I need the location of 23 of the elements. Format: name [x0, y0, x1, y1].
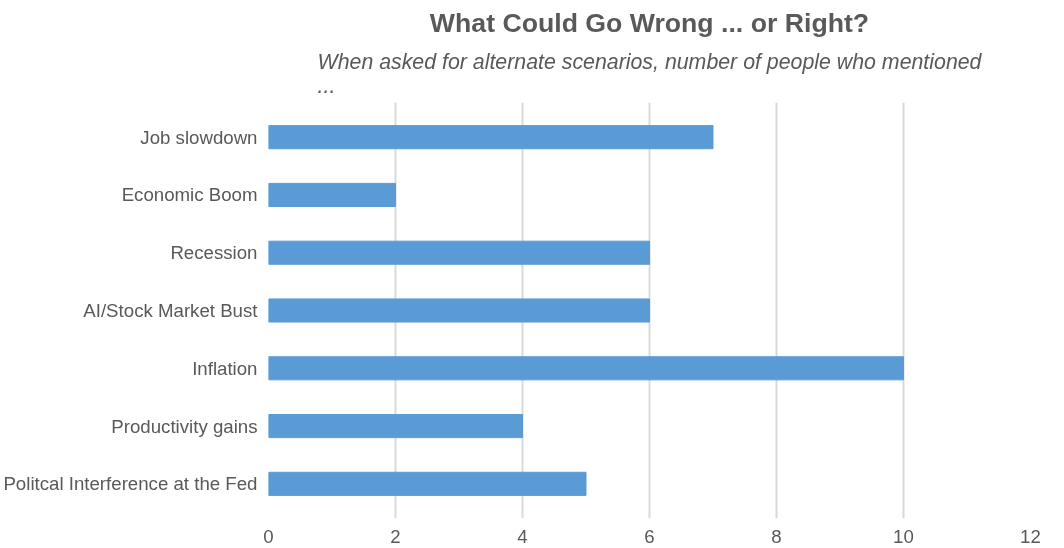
bar [268, 471, 587, 496]
y-tick-label: Job slowdown [140, 126, 258, 148]
x-tick-label: 0 [263, 525, 274, 547]
bar [268, 182, 396, 207]
bar [268, 414, 523, 439]
x-tick-label: 10 [893, 525, 914, 547]
x-tick-label: 6 [644, 525, 655, 547]
y-tick-label: Politcal Interference at the Fed [3, 473, 258, 495]
bar [268, 125, 714, 150]
bar [268, 356, 904, 381]
y-tick-label: AI/Stock Market Bust [83, 300, 259, 321]
bar [268, 240, 650, 265]
y-tick-label: Economic Boom [121, 184, 258, 206]
bar [268, 298, 650, 323]
x-tick-label: 2 [390, 525, 401, 547]
chart-subtitle: When asked for alternate scenarios, number of people who mentioned ... [317, 49, 983, 98]
x-tick-label: 4 [517, 525, 528, 547]
x-tick-label: 12 [1020, 525, 1041, 547]
y-tick-label: Inflation [192, 357, 258, 379]
y-tick-label: Productivity gains [111, 415, 258, 437]
chart-title: What Could Go Wrong ... or Right? [429, 7, 870, 38]
x-tick-label: 8 [771, 525, 782, 547]
y-tick-label: Recession [170, 242, 258, 264]
